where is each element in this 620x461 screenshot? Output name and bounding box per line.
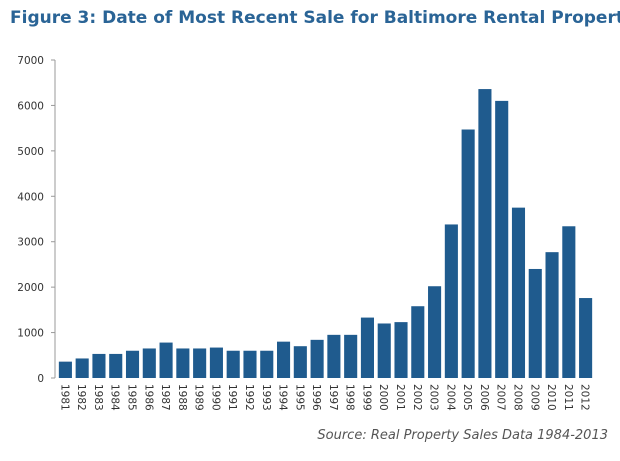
y-tick-label: 4000 bbox=[17, 191, 44, 203]
x-tick-label: 1993 bbox=[260, 384, 272, 411]
bar-1983 bbox=[92, 353, 106, 378]
x-tick-label: 2000 bbox=[377, 384, 389, 411]
bar-1999 bbox=[360, 317, 374, 378]
bar-1988 bbox=[176, 348, 190, 378]
bar-2012 bbox=[579, 298, 593, 378]
bar-1982 bbox=[75, 358, 89, 378]
x-tick-label: 2004 bbox=[444, 384, 456, 411]
source-note: Source: Real Property Sales Data 1984-20… bbox=[317, 428, 608, 443]
x-tick-label: 2001 bbox=[394, 384, 406, 411]
x-tick-label: 1988 bbox=[176, 384, 188, 411]
bar-1997 bbox=[327, 334, 341, 378]
bar-2007 bbox=[495, 100, 509, 378]
x-tick-label: 1992 bbox=[243, 384, 255, 411]
x-tick-label: 2006 bbox=[478, 384, 490, 411]
x-tick-label: 1994 bbox=[277, 384, 289, 411]
x-tick-label: 1990 bbox=[209, 384, 221, 411]
x-tick-label: 1985 bbox=[126, 384, 138, 411]
y-tick-label: 7000 bbox=[17, 55, 44, 67]
bar-2001 bbox=[394, 322, 408, 378]
x-tick-label: 1999 bbox=[360, 384, 372, 411]
bar-1984 bbox=[109, 353, 123, 378]
bar-2008 bbox=[511, 207, 526, 378]
x-tick-label: 1991 bbox=[226, 384, 238, 411]
bar-2003 bbox=[428, 286, 442, 378]
bar-2006 bbox=[478, 89, 492, 379]
x-tick-label: 1997 bbox=[327, 384, 339, 411]
bar-1981 bbox=[58, 361, 72, 378]
x-tick-label: 1989 bbox=[193, 384, 205, 411]
bar-2004 bbox=[444, 224, 458, 378]
y-tick-label: 1000 bbox=[17, 328, 44, 340]
bar-1987 bbox=[159, 342, 173, 378]
x-tick-label: 2002 bbox=[411, 384, 423, 411]
bar-1985 bbox=[125, 350, 140, 378]
bar-1995 bbox=[293, 346, 307, 378]
x-tick-label: 1982 bbox=[75, 384, 87, 411]
x-tick-label: 1983 bbox=[92, 384, 104, 411]
bar-2005 bbox=[461, 129, 475, 378]
y-tick-label: 2000 bbox=[17, 282, 44, 294]
x-tick-label: 2010 bbox=[545, 384, 557, 411]
bar-2002 bbox=[411, 306, 425, 378]
x-tick-label: 2008 bbox=[511, 384, 523, 411]
x-tick-label: 2011 bbox=[562, 384, 574, 411]
y-tick-label: 5000 bbox=[17, 146, 44, 158]
x-tick-label: 2003 bbox=[428, 384, 440, 411]
x-tick-label: 1996 bbox=[310, 384, 322, 411]
x-tick-label: 1981 bbox=[58, 384, 70, 411]
x-tick-label: 1995 bbox=[293, 384, 305, 411]
bar-1989 bbox=[193, 348, 207, 378]
bar-2010 bbox=[545, 252, 559, 378]
y-tick-label: 6000 bbox=[17, 100, 44, 112]
bar-1996 bbox=[310, 339, 324, 378]
bar-1992 bbox=[243, 350, 257, 378]
bar-1986 bbox=[142, 348, 156, 378]
bar-1991 bbox=[226, 350, 240, 378]
x-tick-label: 1998 bbox=[344, 384, 356, 411]
x-tick-label: 2012 bbox=[579, 384, 591, 411]
y-tick-label: 3000 bbox=[17, 237, 44, 249]
chart-title: Figure 3: Date of Most Recent Sale for B… bbox=[10, 8, 620, 28]
x-tick-label: 1987 bbox=[159, 384, 171, 411]
x-tick-label: 1984 bbox=[109, 384, 121, 411]
x-tick-label: 2009 bbox=[528, 384, 540, 411]
bar-2011 bbox=[562, 226, 576, 378]
bar-1998 bbox=[344, 334, 358, 378]
bar-1994 bbox=[277, 341, 291, 378]
bar-2000 bbox=[377, 323, 391, 378]
x-tick-label: 2005 bbox=[461, 384, 473, 411]
y-tick-label: 0 bbox=[37, 373, 44, 385]
x-tick-label: 1986 bbox=[142, 384, 154, 411]
bar-2009 bbox=[528, 268, 542, 378]
x-tick-label: 2007 bbox=[495, 384, 507, 411]
bar-1990 bbox=[209, 347, 223, 378]
bar-1993 bbox=[260, 350, 274, 378]
